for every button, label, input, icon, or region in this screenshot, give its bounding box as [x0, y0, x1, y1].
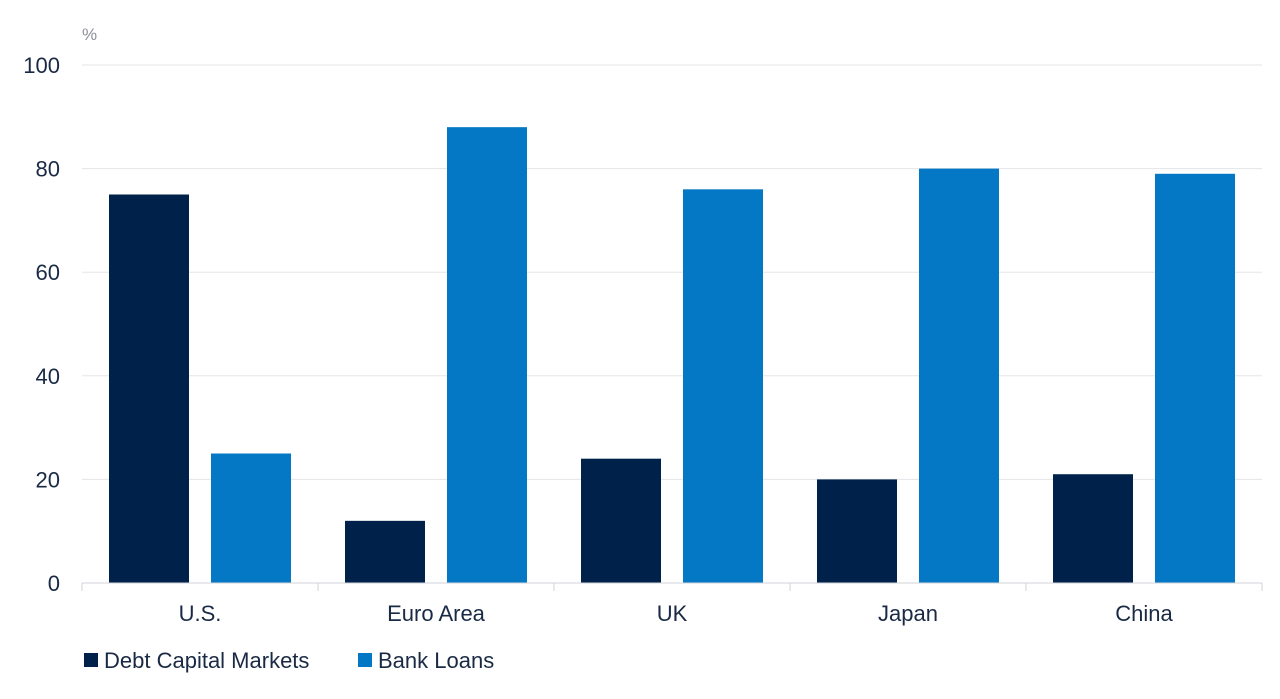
bar-bank-loans: [919, 168, 999, 583]
bar-debt-capital-markets: [1053, 474, 1133, 583]
bar-debt-capital-markets: [817, 479, 897, 583]
legend: Debt Capital Markets Bank Loans: [84, 648, 494, 673]
bar-bank-loans: [447, 127, 527, 583]
gridlines: [82, 64, 1262, 480]
y-tick-label: 20: [36, 467, 60, 492]
y-tick-label: 40: [36, 364, 60, 389]
x-axis: U.S. Euro Area UK Japan China: [81, 582, 1263, 626]
bar-bank-loans: [1155, 173, 1235, 583]
y-tick-label: 100: [23, 53, 60, 78]
bar-debt-capital-markets: [109, 194, 189, 583]
y-unit-label: %: [82, 25, 97, 44]
x-tick-label: Euro Area: [387, 601, 486, 626]
x-tick-label: Japan: [878, 601, 938, 626]
bar-bank-loans: [683, 189, 763, 583]
legend-swatch: [358, 653, 372, 667]
y-axis-ticks: 0 20 40 60 80 100: [23, 53, 60, 596]
y-tick-label: 60: [36, 260, 60, 285]
bars: [109, 127, 1235, 583]
x-tick-label: UK: [657, 601, 688, 626]
legend-label: Bank Loans: [378, 648, 494, 673]
bar-bank-loans: [211, 453, 291, 583]
y-tick-label: 80: [36, 157, 60, 182]
y-tick-label: 0: [48, 571, 60, 596]
legend-swatch: [84, 653, 98, 667]
x-tick-label: U.S.: [179, 601, 222, 626]
x-tick-label: China: [1115, 601, 1173, 626]
bar-debt-capital-markets: [345, 520, 425, 583]
bar-debt-capital-markets: [581, 458, 661, 583]
legend-label: Debt Capital Markets: [104, 648, 309, 673]
